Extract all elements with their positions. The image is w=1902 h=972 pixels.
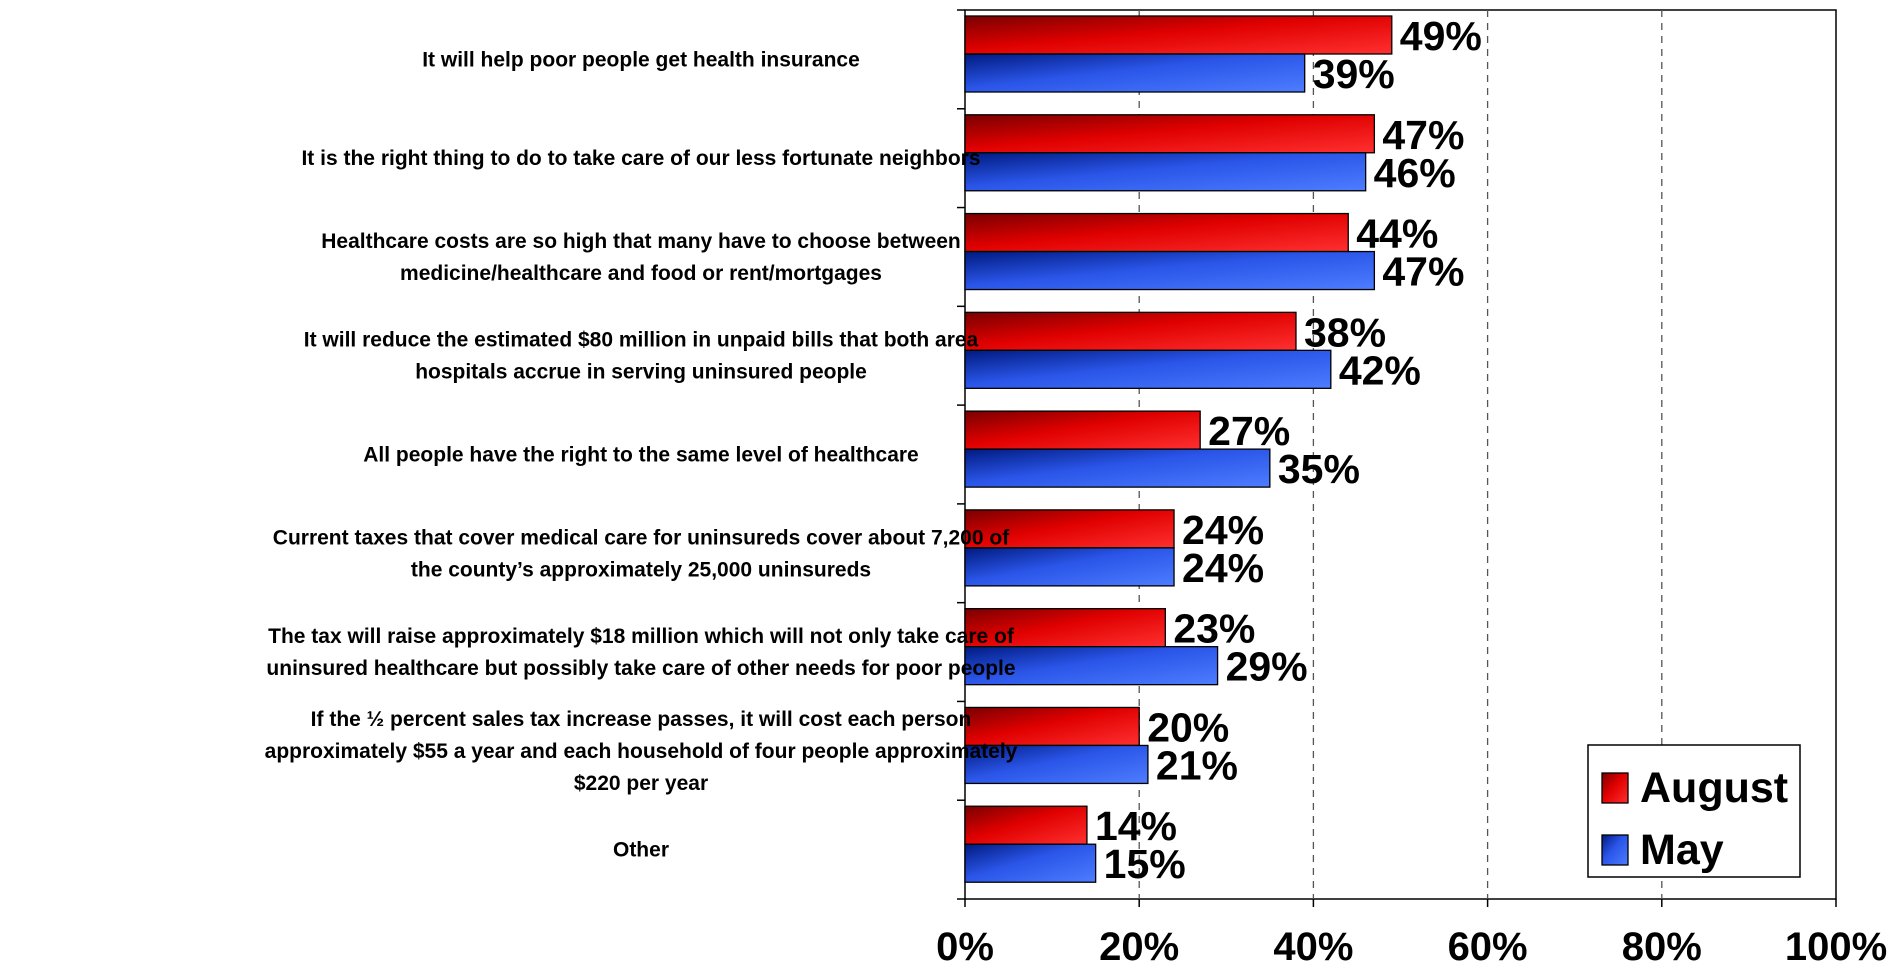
category-label-line: It will reduce the estimated $80 million…: [304, 329, 979, 352]
legend-label-august: August: [1640, 764, 1788, 812]
category-label: It will reduce the estimated $80 million…: [304, 329, 979, 384]
category-label-line: approximately $55 a year and each househ…: [265, 740, 1018, 763]
category-label: Other: [613, 839, 669, 862]
category-label-line: The tax will raise approximately $18 mil…: [268, 625, 1015, 648]
bar-may: [964, 349, 1332, 389]
bar-may: [964, 53, 1306, 93]
value-label-august: 27%: [1208, 408, 1290, 454]
category-label: Current taxes that cover medical care fo…: [273, 526, 1010, 581]
legend-swatch-august: [1601, 772, 1629, 804]
value-label-may: 29%: [1226, 644, 1308, 690]
bar-august: [964, 114, 1376, 154]
bar-august: [964, 805, 1088, 845]
x-tick-label: 20%: [1099, 925, 1179, 969]
value-label-august: 47%: [1382, 112, 1464, 158]
bar-may: [964, 843, 1097, 883]
category-label-line: Current taxes that cover medical care fo…: [273, 526, 1010, 549]
bar-august: [964, 509, 1175, 549]
legend: August May: [1587, 744, 1801, 878]
category-label-line: If the ½ percent sales tax increase pass…: [311, 708, 972, 731]
x-tick-label: 100%: [1785, 925, 1887, 969]
legend-swatch-may: [1601, 834, 1629, 866]
bar-may: [964, 250, 1376, 291]
category-label-line: Other: [613, 839, 669, 862]
value-label-august: 44%: [1356, 211, 1438, 257]
category-label-line: uninsured healthcare but possibly take c…: [266, 657, 1015, 680]
legend-label-may: May: [1640, 826, 1724, 874]
value-label-may: 46%: [1374, 150, 1456, 196]
category-label: It will help poor people get health insu…: [422, 48, 860, 71]
value-label-may: 39%: [1313, 51, 1395, 97]
value-label-may: 15%: [1104, 841, 1186, 887]
value-label-august: 20%: [1147, 704, 1229, 750]
value-label-august: 24%: [1182, 507, 1264, 553]
bar-may: [964, 744, 1149, 785]
category-label: The tax will raise approximately $18 mil…: [266, 625, 1015, 680]
bar-august: [964, 608, 1166, 648]
value-label-may: 21%: [1156, 742, 1238, 788]
value-label-august: 49%: [1400, 13, 1482, 59]
x-tick-label: 60%: [1448, 925, 1528, 969]
bar-august: [964, 15, 1393, 55]
value-label-august: 14%: [1095, 803, 1177, 849]
category-label: If the ½ percent sales tax increase pass…: [265, 708, 1018, 795]
bar-august: [964, 212, 1349, 253]
bar-august: [964, 311, 1297, 351]
bar-may: [964, 152, 1367, 192]
value-label-may: 24%: [1182, 545, 1264, 591]
x-tick-label: 0%: [936, 925, 994, 969]
category-label-line: the county’s approximately 25,000 uninsu…: [411, 558, 871, 581]
category-label-line: Healthcare costs are so high that many h…: [321, 230, 961, 253]
category-label: All people have the right to the same le…: [363, 444, 919, 467]
category-label-line: It will help poor people get health insu…: [422, 48, 860, 71]
plot-area: 0% 20% 40% 60% 80% 100% 49%39% It will help poo…: [265, 9, 1887, 969]
category-label: Healthcare costs are so high that many h…: [321, 230, 961, 285]
value-label-august: 23%: [1173, 606, 1255, 652]
x-tick-label: 80%: [1622, 925, 1702, 969]
bar-august: [964, 410, 1201, 450]
category-label-line: medicine/healthcare and food or rent/mor…: [400, 262, 882, 285]
bar-may: [964, 448, 1271, 488]
x-tick-label: 40%: [1273, 925, 1353, 969]
category-label-line: hospitals accrue in serving uninsured pe…: [415, 361, 867, 384]
category-label-line: $220 per year: [574, 772, 708, 795]
bar-may: [964, 547, 1175, 587]
category-label: It is the right thing to do to take care…: [301, 147, 980, 170]
value-label-may: 35%: [1278, 446, 1360, 492]
category-label-line: It is the right thing to do to take care…: [301, 147, 980, 170]
value-label-august: 38%: [1304, 309, 1386, 355]
value-label-may: 47%: [1382, 249, 1464, 295]
category-label-line: All people have the right to the same le…: [363, 444, 919, 467]
bar-august: [964, 706, 1140, 747]
value-label-may: 42%: [1339, 347, 1421, 393]
bar-may: [964, 646, 1219, 686]
